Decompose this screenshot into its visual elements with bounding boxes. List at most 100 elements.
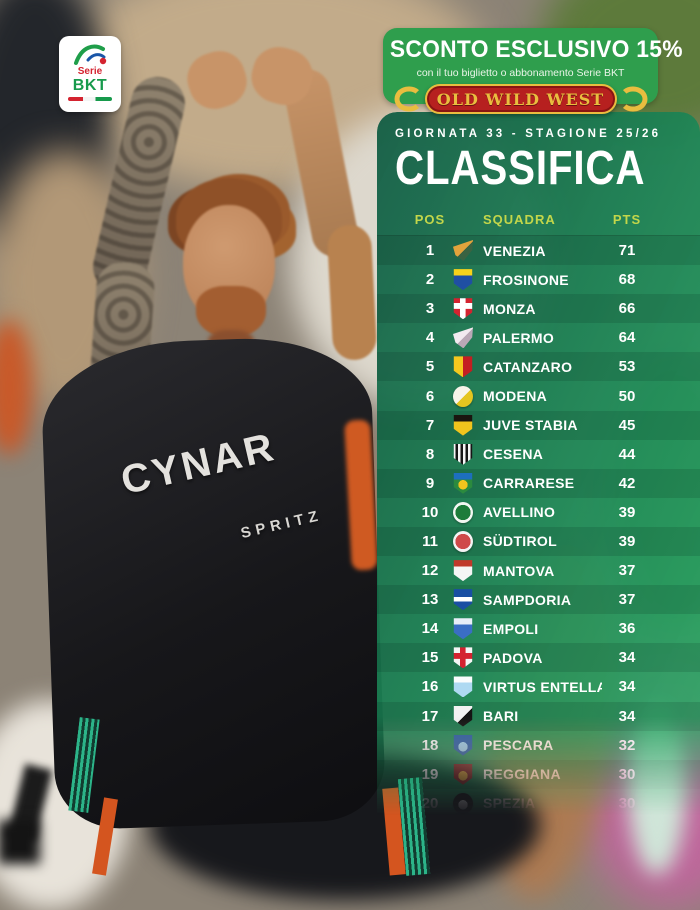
row-position: 13 xyxy=(421,591,439,609)
team-name: MODENA xyxy=(483,388,548,405)
promo-banner: SCONTO ESCLUSIVO 15% con il tuo bigliett… xyxy=(383,28,683,114)
team-name: FROSINONE xyxy=(483,271,569,288)
bkt-serie-label: Serie xyxy=(77,66,103,77)
team-crest-cell xyxy=(453,443,483,465)
player-beard xyxy=(196,286,266,338)
team-crest-icon xyxy=(453,472,473,494)
row-position: 1 xyxy=(425,242,435,260)
promo-subline: con il tuo biglietto o abbonamento Serie… xyxy=(416,67,625,79)
team-crest-cell xyxy=(453,763,483,785)
team-crest-cell xyxy=(453,327,483,349)
standings-title: CLASSIFICA xyxy=(395,142,646,195)
table-row: 18 PESCARA 32 xyxy=(377,731,700,760)
team-points: 50 xyxy=(618,387,636,405)
team-crest-cell xyxy=(453,705,483,727)
team-name: SAMPDORIA xyxy=(483,591,572,608)
player-right-upper-arm xyxy=(326,223,378,362)
team-name: EMPOLI xyxy=(483,620,539,637)
table-row: 2 FROSINONE 68 xyxy=(377,265,700,294)
team-crest-icon xyxy=(453,530,473,552)
team-points: 34 xyxy=(618,649,636,667)
team-crest-icon xyxy=(453,298,473,320)
standings-rows: 1 VENEZIA 71 2 FROSINONE 68 3 MONZA 66 4 PALERMO 64… xyxy=(377,235,700,815)
team-crest-icon xyxy=(453,676,473,698)
team-points: 36 xyxy=(618,620,636,638)
bkt-label: BKT xyxy=(72,77,108,94)
team-name: MONZA xyxy=(483,300,536,317)
team-points: 68 xyxy=(618,271,636,289)
table-row: 14 EMPOLI 36 xyxy=(377,614,700,643)
row-position: 17 xyxy=(421,707,439,725)
team-points: 39 xyxy=(618,532,636,550)
table-row: 5 CATANZARO 53 xyxy=(377,352,700,382)
promo-headline: SCONTO ESCLUSIVO 15% xyxy=(389,36,683,63)
table-row: 6 MODENA 50 xyxy=(377,381,700,410)
team-crest-icon xyxy=(453,385,473,407)
table-row: 4 PALERMO 64 xyxy=(377,323,700,352)
row-position: 10 xyxy=(421,503,439,521)
bkt-tricolor-stripe xyxy=(68,96,112,101)
team-points: 37 xyxy=(618,562,636,580)
row-position: 11 xyxy=(422,532,438,550)
row-position: 19 xyxy=(421,765,439,783)
team-name: PALERMO xyxy=(483,329,555,346)
row-position: 5 xyxy=(425,358,435,376)
team-crest-cell xyxy=(453,792,483,814)
row-position: 15 xyxy=(421,649,439,667)
team-points: 45 xyxy=(618,416,636,434)
table-row: 10 AVELLINO 39 xyxy=(377,498,700,527)
team-crest-icon xyxy=(453,560,473,582)
standings-meta: GIORNATA 33 - STAGIONE 25/26 xyxy=(395,128,662,140)
team-crest-cell xyxy=(453,269,483,291)
team-crest-cell xyxy=(453,676,483,698)
standings-column-headers: POS SQUADRA PTS xyxy=(377,208,700,230)
table-row: 19 REGGIANA 30 xyxy=(377,759,700,789)
old-wild-west-label: OLD WILD WEST xyxy=(436,89,605,109)
table-row: 3 MONZA 66 xyxy=(377,294,700,324)
standings-panel: GIORNATA 33 - STAGIONE 25/26 CLASSIFICA … xyxy=(377,112,700,815)
team-points: 64 xyxy=(618,329,636,347)
team-crest-cell xyxy=(453,560,483,582)
team-crest-cell xyxy=(453,298,483,320)
table-row: 1 VENEZIA 71 xyxy=(377,236,700,266)
horseshoe-left-icon xyxy=(394,86,422,112)
team-name: VENEZIA xyxy=(483,242,546,259)
team-crest-icon xyxy=(453,501,473,523)
team-points: 30 xyxy=(618,794,636,812)
table-row: 15 PADOVA 34 xyxy=(377,643,700,673)
row-position: 4 xyxy=(425,329,435,347)
team-name: AVELLINO xyxy=(483,504,556,521)
team-name: CESENA xyxy=(483,446,544,463)
team-name: REGGIANA xyxy=(483,766,561,783)
team-crest-icon xyxy=(453,734,473,756)
row-position: 8 xyxy=(425,445,435,463)
row-position: 20 xyxy=(421,794,439,812)
table-row: 16 VIRTUS ENTELLA 34 xyxy=(377,672,700,701)
bkt-player-icon xyxy=(74,44,107,65)
team-crest-cell xyxy=(453,240,483,262)
old-wild-west-logo: OLD WILD WEST xyxy=(383,84,658,114)
row-position: 12 xyxy=(421,562,439,580)
team-name: PESCARA xyxy=(483,737,554,754)
row-position: 3 xyxy=(425,300,435,318)
team-crest-cell xyxy=(453,530,483,552)
team-crest-cell xyxy=(453,647,483,669)
row-position: 16 xyxy=(421,678,439,696)
table-row: 9 CARRARESE 42 xyxy=(377,468,700,498)
team-points: 66 xyxy=(618,300,636,318)
table-row: 13 SAMPDORIA 37 xyxy=(377,585,700,615)
team-crest-icon xyxy=(453,647,473,669)
team-crest-cell xyxy=(453,501,483,523)
team-name: MANTOVA xyxy=(483,562,555,579)
serie-bkt-logo: Serie BKT xyxy=(59,36,121,112)
table-row: 11 SÜDTIROL 39 xyxy=(377,526,700,557)
team-name: CARRARESE xyxy=(483,475,575,492)
team-name: CATANZARO xyxy=(483,358,573,375)
old-wild-west-pill: OLD WILD WEST xyxy=(424,84,617,114)
row-position: 2 xyxy=(425,271,435,289)
team-crest-icon xyxy=(453,589,473,611)
team-points: 71 xyxy=(618,242,636,260)
table-row: 8 CESENA 44 xyxy=(377,440,700,469)
team-name: SPEZIA xyxy=(483,795,536,812)
team-crest-icon xyxy=(453,327,473,349)
